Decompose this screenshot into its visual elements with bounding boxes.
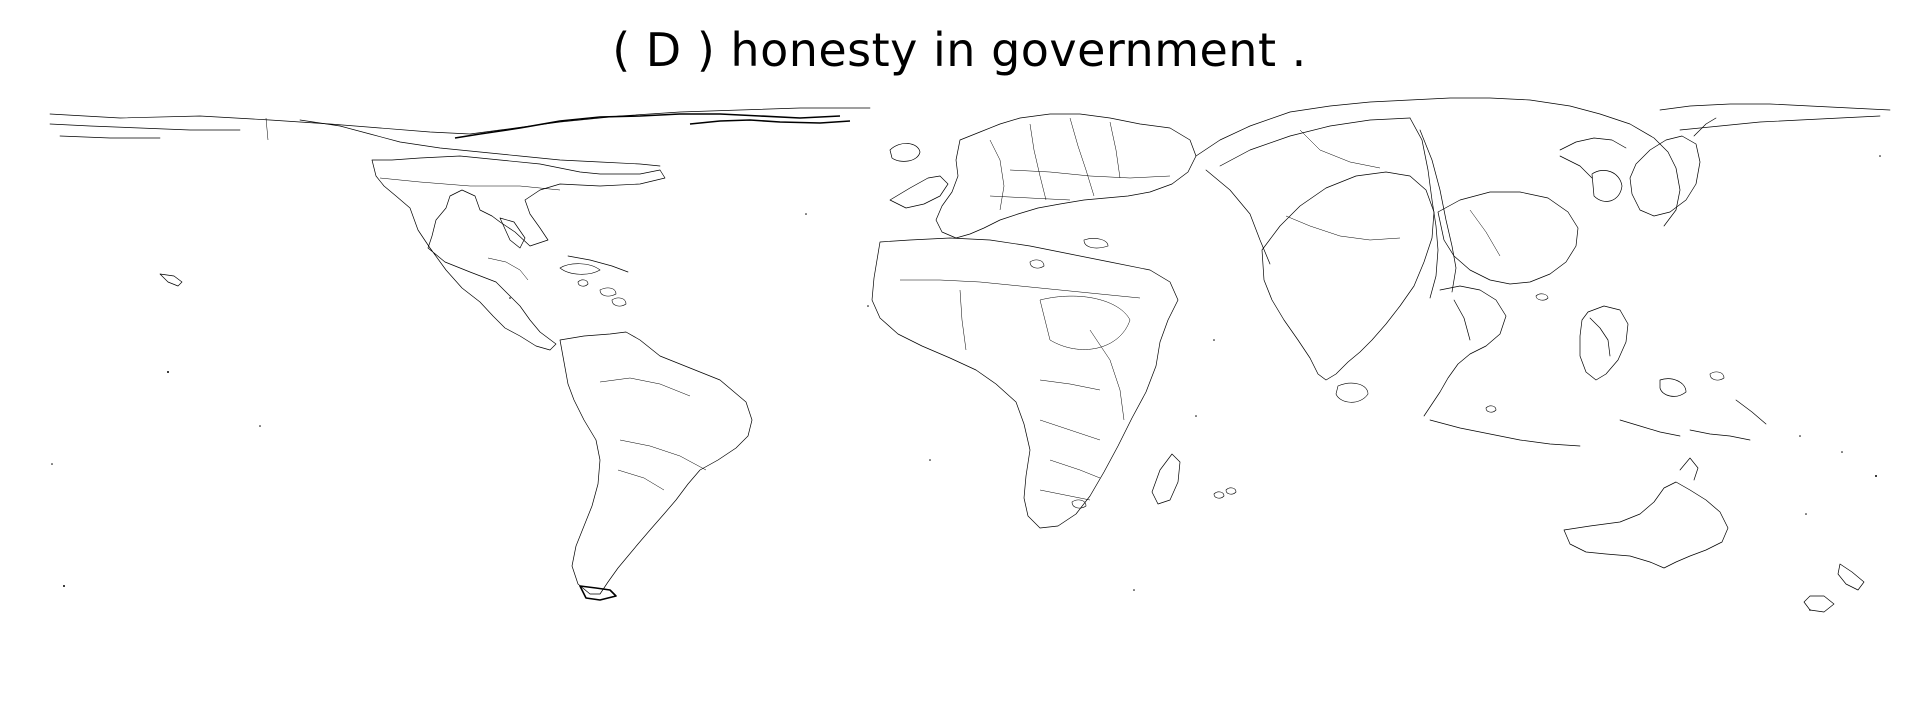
- south-asia: [1261, 171, 1435, 403]
- africa: [871, 237, 1237, 529]
- new-zealand: [1803, 563, 1865, 613]
- australia: [1563, 457, 1729, 569]
- east-asia: [1437, 117, 1717, 301]
- russia-north-asia: [1195, 97, 1891, 299]
- north-america: [159, 155, 666, 351]
- south-america: [559, 331, 753, 601]
- southeast-asia: [1423, 285, 1767, 447]
- small-islands: [51, 155, 1881, 611]
- map-title: ( D ) honesty in government .: [612, 23, 1307, 77]
- greenland-arctic: [49, 107, 871, 167]
- europe: [889, 113, 1197, 269]
